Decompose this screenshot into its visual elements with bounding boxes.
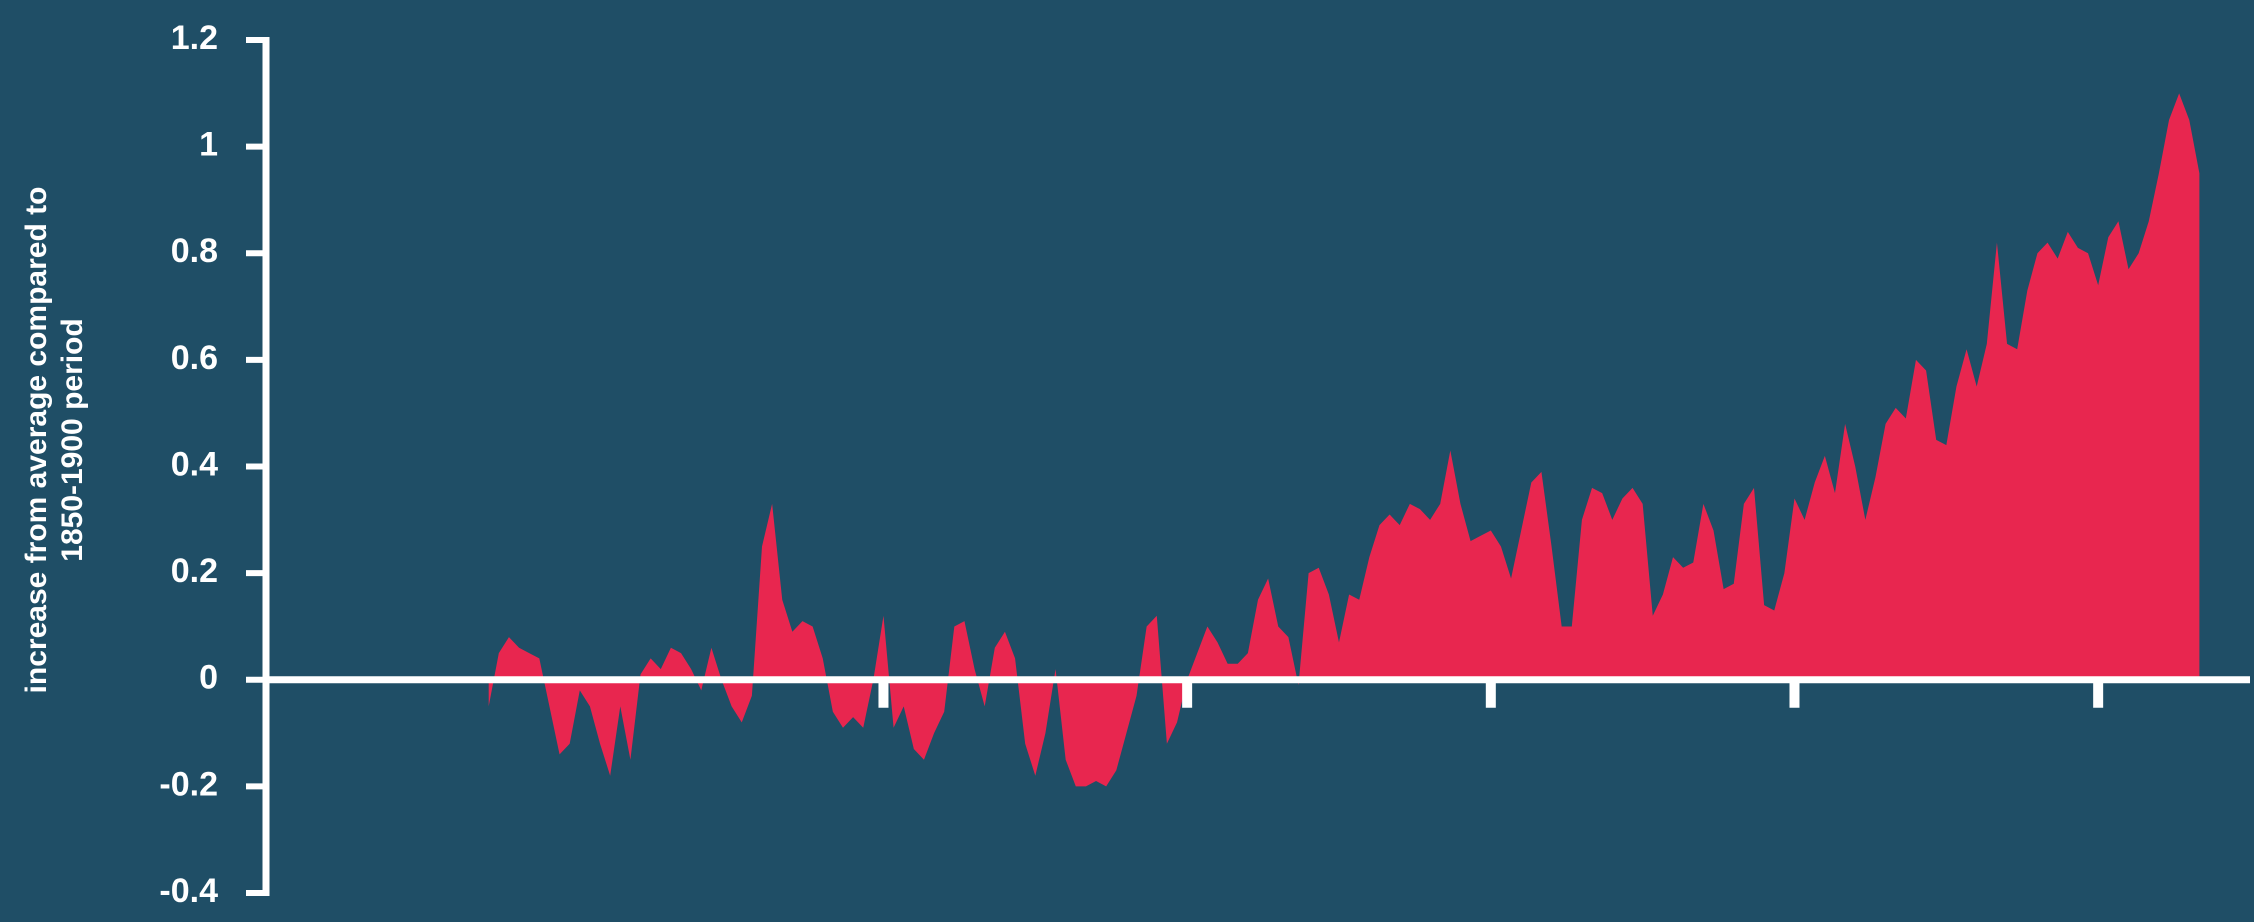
area [488,93,2200,787]
y-tick-label: 0 [199,659,218,697]
y-axis-label-line: 1850-1900 period [56,318,89,561]
y-tick-label: 0.4 [171,445,218,483]
y-tick-label: 0.2 [171,552,218,590]
y-axis-label: increase from average compared to 1850-1… [20,187,89,694]
y-tick-label: -0.4 [159,872,218,910]
y-tick-label: 0.8 [171,232,218,270]
y-axis-label-line: increase from average compared to [20,187,53,694]
y-tick-label: 0.6 [171,339,218,377]
y-tick-label: -0.2 [159,765,218,803]
y-tick-label: 1 [199,126,218,164]
y-tick-label: 1.2 [171,19,218,57]
